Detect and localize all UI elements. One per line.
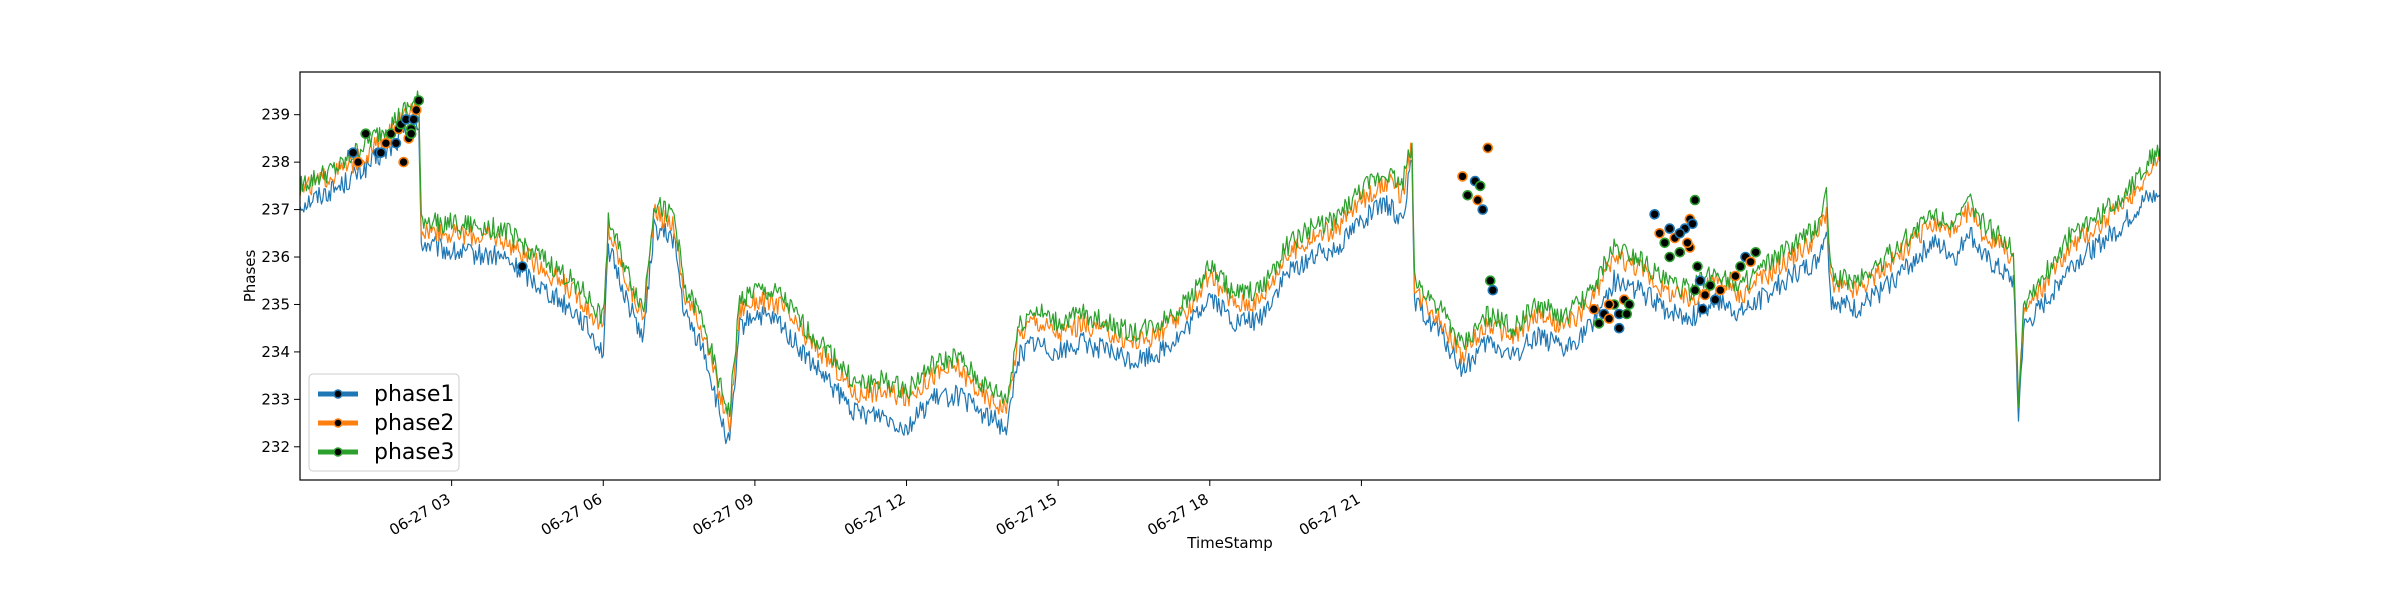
anomaly-marker xyxy=(1654,228,1665,239)
anomaly-marker xyxy=(1730,270,1741,282)
anomaly-marker xyxy=(1692,261,1703,272)
anomaly-marker xyxy=(1603,313,1615,325)
series-layer xyxy=(299,90,2161,445)
anomaly-marker xyxy=(405,128,417,139)
anomaly-marker xyxy=(517,261,528,272)
legend: phase1 phase2 phase3 xyxy=(308,373,460,472)
anomaly-marker-layer xyxy=(347,95,1761,334)
anomaly-marker xyxy=(1593,318,1605,329)
anomaly-marker xyxy=(1477,204,1488,215)
anomaly-marker xyxy=(1474,180,1486,192)
y-tick-label: 238 xyxy=(261,153,290,171)
y-axis: 232 233 234 235 236 237 238 239 xyxy=(261,106,300,456)
legend-marker-phase1 xyxy=(333,389,343,399)
anomaly-marker xyxy=(347,147,359,158)
y-tick-label: 237 xyxy=(261,201,290,219)
anomaly-marker xyxy=(385,128,397,139)
y-tick-label: 234 xyxy=(261,343,290,361)
anomaly-marker xyxy=(410,104,422,116)
legend-label-phase1: phase1 xyxy=(374,382,454,407)
series-line-phase1 xyxy=(299,120,2161,445)
axes-frame xyxy=(299,71,2161,481)
anomaly-marker xyxy=(390,137,402,149)
y-axis-label: Phases xyxy=(241,250,259,303)
plot-area xyxy=(299,71,2161,481)
anomaly-marker xyxy=(1664,223,1675,234)
anomaly-marker xyxy=(413,95,425,106)
legend-marker-phase3 xyxy=(333,447,343,457)
y-tick-label: 235 xyxy=(261,295,290,313)
anomaly-marker xyxy=(352,156,364,168)
anomaly-marker xyxy=(1735,261,1746,272)
legend-box xyxy=(308,373,460,472)
anomaly-marker xyxy=(1457,171,1468,182)
legend-label-phase3: phase3 xyxy=(374,440,454,465)
anomaly-marker xyxy=(1709,294,1721,306)
anomaly-marker xyxy=(1699,289,1711,301)
anomaly-marker xyxy=(1603,299,1615,310)
anomaly-marker xyxy=(1689,194,1701,206)
y-tick-label: 233 xyxy=(261,390,290,408)
anomaly-marker xyxy=(380,137,392,149)
anomaly-marker xyxy=(1674,228,1686,239)
anomaly-marker xyxy=(1613,322,1625,334)
legend-label-phase2: phase2 xyxy=(374,411,454,436)
anomaly-marker xyxy=(1462,190,1473,201)
anomaly-marker xyxy=(1487,284,1499,296)
anomaly-marker xyxy=(1485,275,1496,287)
anomaly-marker xyxy=(1588,303,1600,315)
anomaly-marker xyxy=(375,147,387,158)
anomaly-marker xyxy=(1621,308,1633,320)
anomaly-marker xyxy=(1715,284,1726,296)
anomaly-marker xyxy=(1674,247,1686,258)
y-tick-label: 232 xyxy=(261,438,290,456)
anomaly-marker xyxy=(1687,218,1698,230)
anomaly-marker xyxy=(1694,275,1706,287)
anomaly-marker xyxy=(1659,237,1670,249)
anomaly-marker xyxy=(1664,251,1675,263)
y-tick-label: 236 xyxy=(261,248,290,266)
anomaly-marker xyxy=(1482,142,1494,154)
anomaly-marker xyxy=(1682,237,1693,249)
anomaly-marker xyxy=(1704,280,1716,291)
anomaly-marker xyxy=(1697,303,1708,315)
y-tick-label: 239 xyxy=(261,106,290,124)
legend-marker-phase2 xyxy=(333,418,343,428)
series-line-phase3 xyxy=(299,90,2161,418)
anomaly-marker xyxy=(408,114,420,125)
anomaly-marker xyxy=(398,156,409,168)
anomaly-marker xyxy=(1472,194,1483,206)
anomaly-marker xyxy=(1649,209,1660,220)
anomaly-marker xyxy=(1689,284,1701,296)
anomaly-marker xyxy=(1750,247,1761,258)
anomaly-marker xyxy=(1745,256,1756,268)
x-axis-label: TimeStamp xyxy=(1186,534,1272,552)
anomaly-marker xyxy=(360,128,372,139)
anomaly-marker xyxy=(1624,299,1635,310)
